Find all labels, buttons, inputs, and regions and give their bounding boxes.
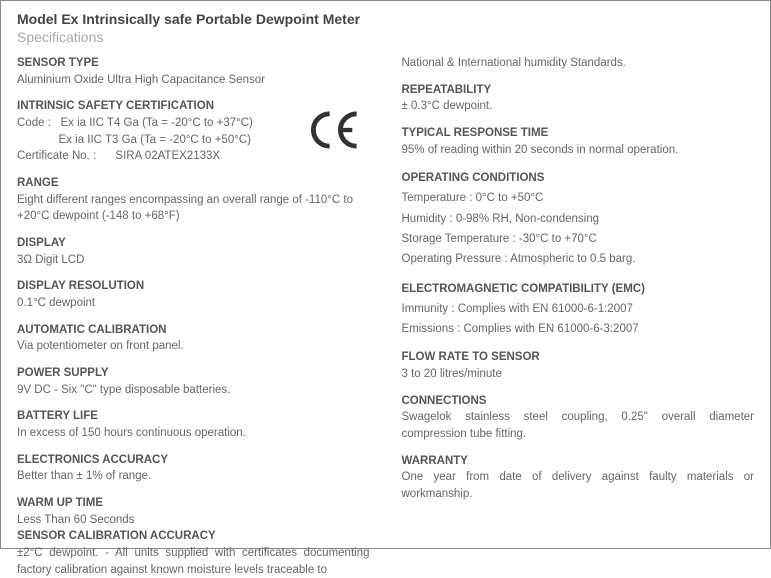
spec-warranty: WARRANTY One year from date of delivery … <box>402 453 755 503</box>
spec-heading: FLOW RATE TO SENSOR <box>402 349 755 366</box>
spec-body: Via potentiometer on front panel. <box>17 338 370 355</box>
columns-wrapper: SENSOR TYPE Aluminium Oxide Ultra High C… <box>17 55 754 578</box>
spec-repeatability: REPEATABILITY ± 0.3°C dewpoint. <box>402 82 755 115</box>
spec-display-resolution: DISPLAY RESOLUTION 0.1°C dewpoint <box>17 278 370 311</box>
spec-body: Eight different ranges encompassing an o… <box>17 192 370 225</box>
spec-heading: REPEATABILITY <box>402 82 755 99</box>
spec-response-time: TYPICAL RESPONSE TIME 95% of reading wit… <box>402 125 755 158</box>
right-column: National & International humidity Standa… <box>402 55 755 578</box>
page-subtitle: Specifications <box>17 29 754 45</box>
spec-operating-conditions: OPERATING CONDITIONS Temperature : 0°C t… <box>402 168 755 269</box>
spec-heading: RANGE <box>17 175 370 192</box>
spec-range: RANGE Eight different ranges encompassin… <box>17 175 370 225</box>
spec-heading: DISPLAY <box>17 235 370 252</box>
spec-body: Temperature : 0°C to +50°C <box>402 188 755 208</box>
spec-body: Emissions : Complies with EN 61000-6-3:2… <box>402 319 755 339</box>
spec-body: Better than ± 1% of range. <box>17 468 370 485</box>
spec-power-supply: POWER SUPPLY 9V DC - Six "C" type dispos… <box>17 365 370 398</box>
spec-heading: BATTERY LIFE <box>17 408 370 425</box>
spec-display: DISPLAY 3Ω Digit LCD <box>17 235 370 268</box>
spec-heading: WARRANTY <box>402 453 755 470</box>
spec-body: Humidity : 0-98% RH, Non-condensing <box>402 209 755 229</box>
spec-body: 3 to 20 litres/minute <box>402 366 755 383</box>
spec-body: 95% of reading within 20 seconds in norm… <box>402 142 755 159</box>
spec-body: Aluminium Oxide Ultra High Capacitance S… <box>17 72 370 89</box>
spec-heading: ELECTRONICS ACCURACY <box>17 452 370 469</box>
spec-body: ±2°C dewpoint. - All units supplied with… <box>17 545 370 578</box>
spec-body: In excess of 150 hours continuous operat… <box>17 425 370 442</box>
spec-heading: AUTOMATIC CALIBRATION <box>17 322 370 339</box>
spec-flow-rate: FLOW RATE TO SENSOR 3 to 20 litres/minut… <box>402 349 755 382</box>
spec-body: National & International humidity Standa… <box>402 55 755 72</box>
spec-sensor-type: SENSOR TYPE Aluminium Oxide Ultra High C… <box>17 55 370 88</box>
spec-connections: CONNECTIONS Swagelok stainless steel cou… <box>402 393 755 443</box>
spec-body: Less Than 60 Seconds <box>17 512 370 529</box>
page-title: Model Ex Intrinsically safe Portable Dew… <box>17 11 754 27</box>
spec-body: Operating Pressure : Atmospheric to 0.5 … <box>402 249 755 269</box>
spec-heading: SENSOR CALIBRATION ACCURACY <box>17 528 370 545</box>
spec-electronics-accuracy: ELECTRONICS ACCURACY Better than ± 1% of… <box>17 452 370 485</box>
spec-heading: TYPICAL RESPONSE TIME <box>402 125 755 142</box>
spec-warm-up: WARM UP TIME Less Than 60 Seconds <box>17 495 370 528</box>
spec-body: 3Ω Digit LCD <box>17 252 370 269</box>
spec-battery-life: BATTERY LIFE In excess of 150 hours cont… <box>17 408 370 441</box>
spec-body: Immunity : Complies with EN 61000-6-1:20… <box>402 299 755 319</box>
left-column: SENSOR TYPE Aluminium Oxide Ultra High C… <box>17 55 370 578</box>
spec-body: One year from date of delivery against f… <box>402 469 755 502</box>
spec-body: 9V DC - Six "C" type disposable batterie… <box>17 382 370 399</box>
spec-heading: POWER SUPPLY <box>17 365 370 382</box>
spec-body: Storage Temperature : -30°C to +70°C <box>402 229 755 249</box>
spec-heading: SENSOR TYPE <box>17 55 370 72</box>
spec-continuation: National & International humidity Standa… <box>402 55 755 72</box>
spec-auto-calibration: AUTOMATIC CALIBRATION Via potentiometer … <box>17 322 370 355</box>
spec-heading: OPERATING CONDITIONS <box>402 168 755 188</box>
spec-heading: WARM UP TIME <box>17 495 370 512</box>
spec-emc: ELECTROMAGNETIC COMPATIBILITY (EMC) Immu… <box>402 279 755 339</box>
spec-body: 0.1°C dewpoint <box>17 295 370 312</box>
spec-body: ± 0.3°C dewpoint. <box>402 98 755 115</box>
spec-heading: CONNECTIONS <box>402 393 755 410</box>
spec-sensor-cal-accuracy: SENSOR CALIBRATION ACCURACY ±2°C dewpoin… <box>17 528 370 578</box>
ce-mark-icon <box>308 111 362 159</box>
spec-body: Swagelok stainless steel coupling, 0.25"… <box>402 409 755 442</box>
spec-heading: ELECTROMAGNETIC COMPATIBILITY (EMC) <box>402 279 755 299</box>
spec-heading: DISPLAY RESOLUTION <box>17 278 370 295</box>
